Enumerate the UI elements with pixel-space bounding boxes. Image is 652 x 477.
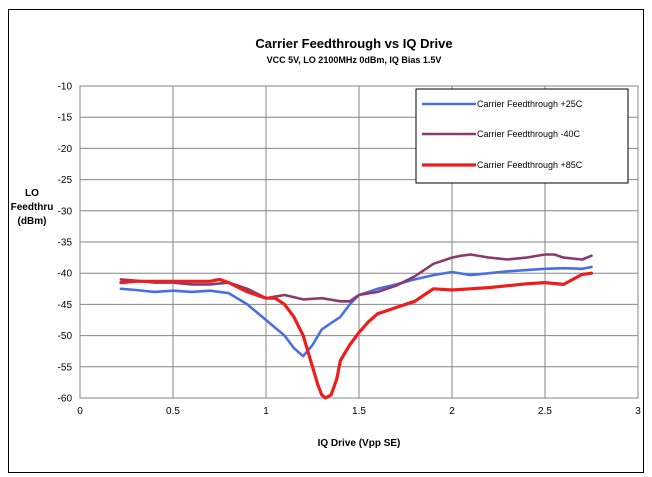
y-tick-label: -10 (58, 82, 73, 93)
x-tick-label: 2 (449, 406, 455, 417)
y-tick-label: -20 (58, 144, 73, 155)
series-lines (119, 253, 594, 400)
chart-title: Carrier Feedthrough vs IQ Drive (255, 36, 452, 51)
x-tick-label: 3 (635, 406, 641, 417)
x-tick-label: 0 (77, 406, 83, 417)
y-tick-labels: -10 -15 -20 -25 -30 -35 -40 -45 -50 -55 -60 (58, 82, 73, 405)
x-axis-label: IQ Drive (Vpp SE) (318, 438, 401, 449)
legend-label-minus-40c: Carrier Feedthrough -40C (477, 129, 581, 139)
x-tick-label: 1.5 (352, 406, 366, 417)
legend-items: Carrier Feedthrough +25C Carrier Feedthro… (422, 99, 583, 170)
y-tick-label: -60 (58, 394, 73, 405)
y-tick-label: -25 (58, 175, 73, 186)
y-tick-label: -55 (58, 362, 73, 373)
chart-subtitle: VCC 5V, LO 2100MHz 0dBm, IQ Bias 1.5V (267, 55, 442, 65)
x-tick-label: 2.5 (538, 406, 552, 417)
y-axis-label-line-3: (dBm) (18, 216, 47, 227)
y-axis-label-line-1: LO (25, 188, 39, 199)
x-tick-label: 0.5 (166, 406, 180, 417)
y-tick-label: -45 (58, 300, 73, 311)
series-line-25c (119, 265, 593, 358)
series-line-minus-40c (119, 253, 593, 303)
y-tick-label: -40 (58, 269, 73, 280)
y-tick-label: -35 (58, 238, 73, 249)
y-axis-label-line-2: Feedthru (11, 202, 54, 213)
legend-label-25c: Carrier Feedthrough +25C (477, 99, 583, 109)
series-line-85c (119, 271, 594, 400)
y-tick-label: -15 (58, 113, 73, 124)
y-tick-label: -30 (58, 206, 73, 217)
legend: Carrier Feedthrough +25C Carrier Feedthro… (415, 88, 629, 184)
legend-label-85c: Carrier Feedthrough +85C (477, 160, 583, 170)
y-tick-label: -50 (58, 331, 73, 342)
x-tick-label: 1 (263, 406, 269, 417)
x-tick-labels: 0 0.5 1 1.5 2 2.5 3 (77, 406, 641, 417)
